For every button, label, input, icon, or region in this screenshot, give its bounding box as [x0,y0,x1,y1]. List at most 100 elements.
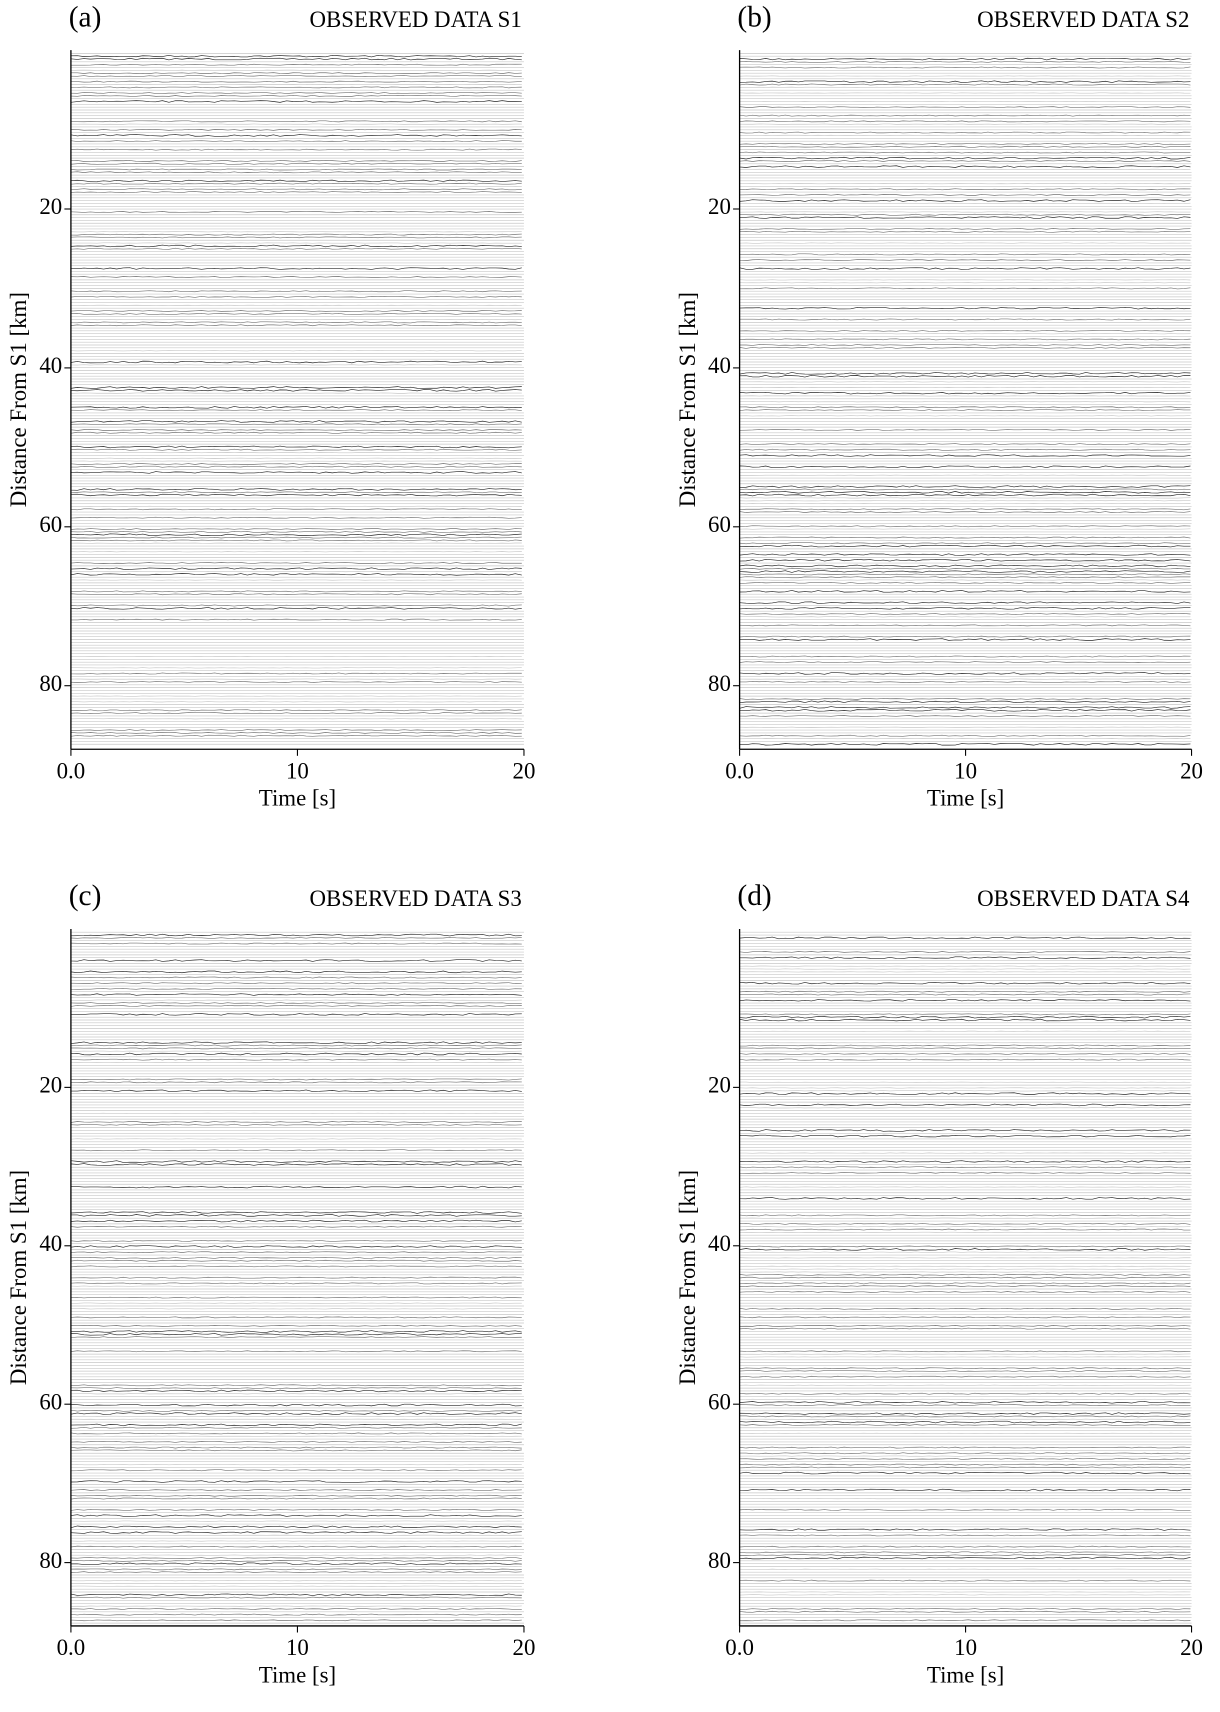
trace [70,1387,522,1389]
trace [739,511,1191,513]
trace [70,1149,522,1152]
trace [739,956,1191,959]
trace [739,230,1191,233]
trace [739,1545,1191,1548]
y-tick-label: 60 [708,512,731,537]
trace [70,431,522,434]
trace [739,590,1191,593]
trace [70,160,522,162]
trace [70,1044,522,1047]
panel: 0.0 10 20 20 40 60 80 Time [s] Distance From S1 … [6,880,535,1687]
trace [70,1423,522,1427]
trace [70,1121,522,1123]
traces [739,53,1192,746]
trace [70,1052,522,1056]
trace [70,491,522,494]
trace [70,942,522,945]
trace [739,329,1191,332]
trace [739,1619,1191,1622]
trace [739,570,1191,573]
trace [70,171,522,174]
trace [70,1002,522,1004]
trace [70,1593,522,1597]
trace [70,604,522,607]
trace [739,1172,1191,1174]
trace [739,613,1191,615]
trace [70,607,522,610]
trace [70,1571,522,1574]
trace [70,1013,522,1016]
trace [70,970,522,974]
trace [70,1225,522,1228]
trace [739,698,1191,700]
trace [739,525,1191,528]
trace [70,312,522,315]
trace [70,94,522,97]
trace [70,448,522,451]
trace [739,1047,1191,1050]
trace [70,1239,522,1242]
trace [739,1134,1191,1138]
trace [739,536,1191,539]
panel-label: (b) [737,1,771,33]
trace [70,75,522,77]
trace [70,1256,522,1259]
trace [70,1432,522,1435]
trace [739,465,1191,468]
trace [70,128,522,131]
y-tick-label: 20 [39,1073,62,1098]
trace [70,1089,522,1093]
trace [739,993,1191,996]
trace [70,1514,522,1517]
trace [739,1551,1191,1554]
trace [739,1092,1191,1095]
y-tick-label: 80 [39,671,62,696]
trace [70,100,522,103]
trace [70,1265,522,1268]
trace [70,516,522,519]
traces [70,931,524,1624]
panel: 0.0 10 20 20 40 60 80 Time [s] Distance From S1 … [675,1,1203,810]
trace [739,66,1191,69]
trace [739,1053,1191,1055]
trace [70,488,522,491]
trace [739,981,1191,985]
trace [739,287,1191,290]
y-tick-label: 20 [708,1073,731,1098]
trace [70,182,522,185]
trace [739,429,1191,431]
trace [739,1166,1191,1169]
trace [70,1531,522,1534]
trace [739,1290,1191,1293]
trace [739,1282,1191,1285]
trace [70,445,522,449]
trace [70,162,522,165]
y-tick-label: 40 [39,353,62,378]
panel-label: (a) [69,1,102,33]
trace [739,1214,1191,1217]
trace [739,1420,1191,1424]
trace [70,409,522,412]
trace [739,1458,1191,1460]
trace [70,1316,522,1319]
trace [70,1494,522,1497]
trace [739,60,1191,63]
trace [70,233,522,236]
trace [70,1480,522,1483]
trace [70,573,522,576]
trace [739,1401,1191,1404]
trace [739,143,1191,145]
panel: 0.0 10 20 20 40 60 80 Time [s] Distance From S1 … [6,1,535,810]
trace [70,1384,522,1387]
trace [70,729,522,731]
trace [70,54,522,58]
trace [739,194,1191,196]
trace [739,601,1191,604]
trace [70,1619,522,1622]
trace [70,672,522,675]
trace [70,1163,522,1166]
trace [70,1545,522,1548]
trace [70,732,522,734]
trace [70,1296,522,1299]
trace [739,1160,1191,1163]
